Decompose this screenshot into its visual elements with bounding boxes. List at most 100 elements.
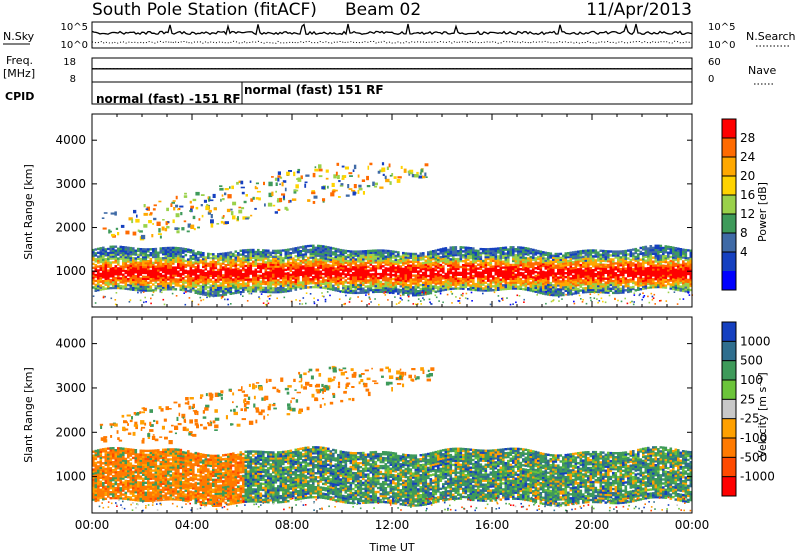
echo-cell bbox=[319, 254, 323, 258]
echo-cell bbox=[309, 248, 313, 251]
echo-cell bbox=[527, 279, 530, 282]
echo-cell bbox=[484, 277, 488, 280]
echo-cell bbox=[292, 249, 295, 252]
echo-cell bbox=[242, 265, 245, 268]
echo-cell bbox=[624, 263, 628, 266]
echo-cell bbox=[522, 284, 525, 287]
echo-cell bbox=[112, 245, 115, 248]
echo-cell bbox=[514, 285, 518, 288]
echo-cell bbox=[462, 273, 465, 277]
echo-cell bbox=[444, 251, 448, 254]
echo-cell bbox=[162, 282, 165, 285]
echo-cell bbox=[184, 281, 188, 284]
echo-cell bbox=[557, 256, 560, 260]
echo-cell bbox=[447, 248, 450, 252]
echo-cell bbox=[522, 272, 525, 275]
echo-cell bbox=[414, 278, 418, 281]
echo-cell bbox=[157, 273, 160, 276]
echo-cell bbox=[512, 246, 515, 249]
echo-cell bbox=[349, 266, 353, 269]
echo-cell bbox=[497, 284, 500, 287]
echo-cell bbox=[389, 259, 393, 263]
echo-cell bbox=[624, 253, 628, 257]
echo-cell bbox=[659, 272, 663, 275]
echo-cell bbox=[127, 274, 130, 277]
echo-cell bbox=[169, 246, 173, 250]
echo-cell bbox=[232, 286, 235, 289]
echo-cell bbox=[189, 290, 193, 293]
echo-cell bbox=[318, 175, 323, 178]
echo-cell bbox=[182, 267, 185, 270]
echo-cell bbox=[582, 263, 585, 266]
echo-cell bbox=[232, 201, 237, 206]
echo-cell bbox=[629, 264, 633, 268]
echo-cell bbox=[194, 279, 198, 283]
echo-cell bbox=[477, 257, 480, 260]
echo-cell bbox=[97, 271, 100, 274]
echo-cell bbox=[172, 219, 175, 224]
echo-cell bbox=[569, 281, 573, 284]
echo-cell bbox=[492, 247, 495, 251]
echo-cell bbox=[369, 281, 373, 284]
echo-cell bbox=[312, 281, 315, 285]
echo-cell bbox=[354, 252, 358, 255]
echo-cell bbox=[517, 252, 520, 255]
echo-cell bbox=[366, 185, 371, 188]
echo-cell bbox=[564, 252, 568, 255]
echo-cell bbox=[469, 250, 473, 254]
echo-cell bbox=[634, 271, 638, 274]
echo-cell bbox=[132, 253, 135, 256]
echo-cell bbox=[349, 285, 353, 288]
echo-cell bbox=[687, 257, 690, 260]
echo-cell bbox=[497, 276, 500, 280]
echo-cell bbox=[156, 221, 161, 226]
echo-cell bbox=[334, 253, 338, 257]
echo-cell bbox=[187, 285, 190, 289]
echo-cell bbox=[402, 267, 405, 271]
echo-cell bbox=[489, 289, 493, 292]
echo-cell bbox=[469, 247, 473, 250]
echo-cell bbox=[204, 285, 208, 289]
echo-cell bbox=[142, 281, 145, 284]
echo-cell bbox=[514, 250, 518, 253]
echo-cell bbox=[327, 279, 330, 282]
echo-cell bbox=[439, 273, 443, 277]
echo-cell bbox=[439, 252, 443, 255]
echo-cell bbox=[357, 266, 360, 269]
echo-cell bbox=[567, 273, 570, 276]
echo-cell bbox=[427, 290, 430, 293]
echo-cell bbox=[689, 265, 693, 268]
echo-cell bbox=[272, 204, 276, 207]
echo-cell bbox=[522, 260, 525, 263]
echo-cell bbox=[214, 272, 218, 276]
echo-cell bbox=[199, 251, 203, 254]
echo-cell bbox=[669, 279, 673, 282]
echo-cell bbox=[407, 262, 410, 265]
echo-cell bbox=[534, 253, 538, 256]
echo-cell bbox=[574, 280, 578, 283]
echo-cell bbox=[264, 261, 268, 264]
echo-cell bbox=[137, 273, 140, 276]
echo-cell bbox=[674, 264, 678, 268]
echo-cell bbox=[274, 289, 278, 292]
echo-cell bbox=[159, 276, 163, 280]
echo-cell bbox=[199, 284, 203, 288]
echo-cell bbox=[109, 247, 113, 250]
echo-cell bbox=[194, 289, 198, 292]
echo-cell bbox=[354, 291, 358, 295]
echo-cell bbox=[204, 256, 208, 259]
echo-cell bbox=[307, 278, 310, 281]
echo-cell bbox=[637, 265, 640, 268]
echo-cell bbox=[689, 257, 693, 260]
echo-cell bbox=[269, 251, 273, 254]
echo-cell bbox=[639, 282, 643, 285]
echo-cell bbox=[402, 289, 405, 292]
echo-cell bbox=[104, 261, 108, 265]
echo-cell bbox=[339, 260, 343, 264]
echo-cell bbox=[567, 263, 570, 267]
echo-cell bbox=[629, 280, 633, 283]
echo-cell bbox=[617, 274, 620, 277]
echo-cell bbox=[444, 249, 448, 252]
echo-cell bbox=[434, 253, 438, 256]
echo-cell bbox=[404, 287, 408, 290]
